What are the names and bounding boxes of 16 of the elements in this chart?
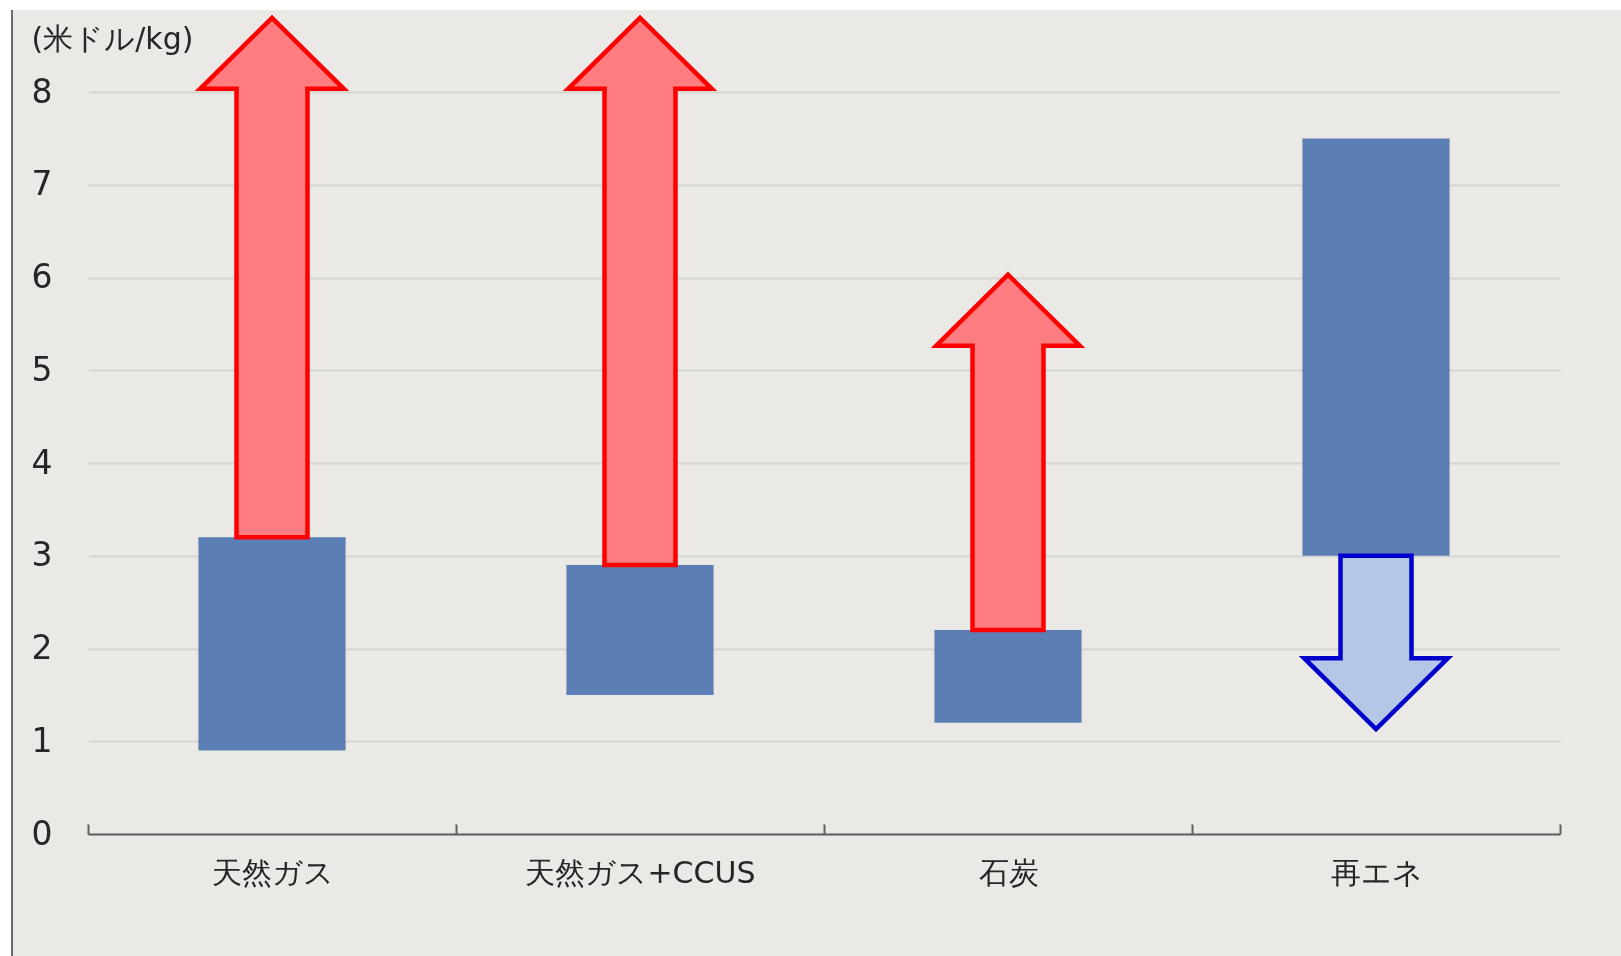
y-tick-label: 3: [31, 535, 53, 575]
bar: [566, 565, 714, 695]
y-tick-label: 7: [31, 164, 53, 204]
y-tick-label: 0: [31, 813, 53, 853]
x-tick-label: 天然ガス: [211, 854, 334, 890]
y-tick-label: 5: [31, 349, 53, 389]
x-tick-label: 再エネ: [1330, 854, 1423, 890]
y-axis-title: (米ドル/kg): [31, 20, 194, 56]
x-tick-label: 天然ガス+CCUS: [525, 854, 756, 890]
y-tick-label: 6: [31, 257, 53, 296]
y-tick-label: 1: [31, 720, 53, 760]
x-tick-label: 石炭: [978, 854, 1039, 890]
y-tick-label: 8: [31, 71, 53, 111]
bar: [934, 629, 1082, 723]
y-tick-label: 2: [31, 628, 53, 667]
y-tick-label: 4: [31, 442, 53, 482]
